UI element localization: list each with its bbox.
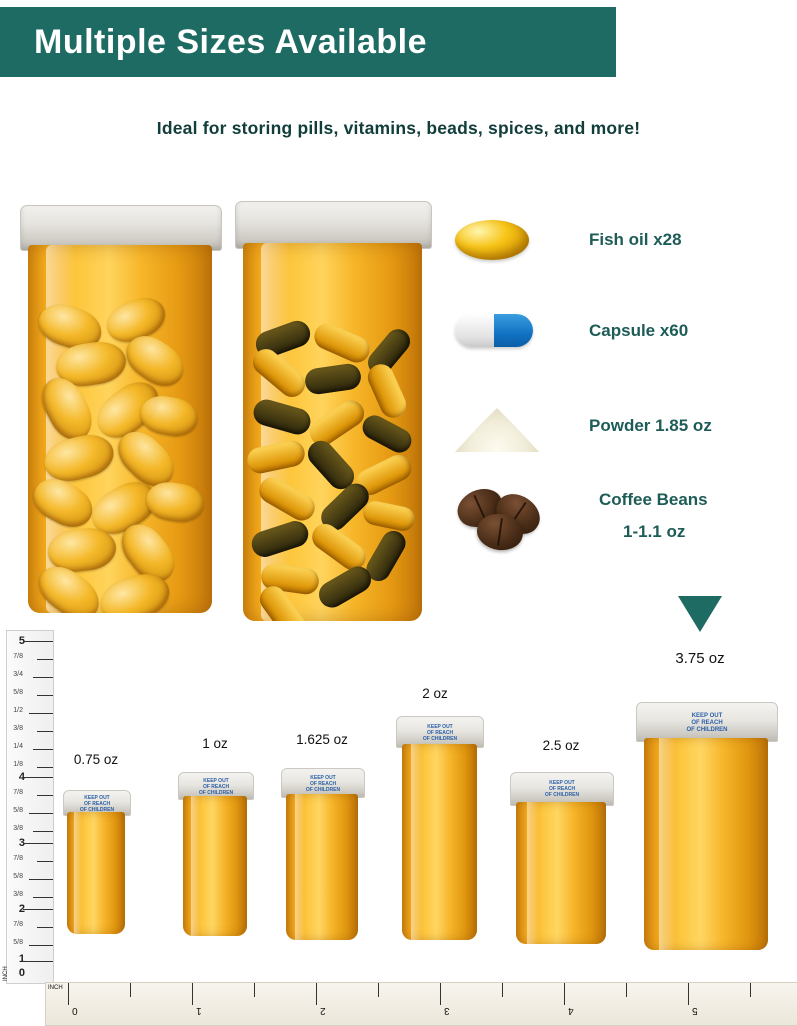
bottle-body: [243, 243, 422, 621]
vruler-frac: 5/8: [13, 807, 23, 814]
softgel-fill: [28, 290, 212, 613]
legend-label-secondary: 1-1.1 oz: [623, 522, 686, 541]
vruler-frac: 5/8: [13, 873, 23, 880]
hruler-tick-3: 3: [444, 1005, 450, 1016]
hruler-unit-label: INCH: [48, 985, 63, 991]
mixed-pill-fill: [243, 317, 422, 621]
vruler-frac: 5/8: [13, 939, 23, 946]
legend-row-coffee-beans: Coffee Beans 1-1.1 oz: [451, 482, 708, 554]
bottle-cap: KEEP OUT OF REACH OF CHILDREN: [636, 702, 778, 742]
callout-caption: 3.75 oz: [675, 650, 725, 667]
vruler-frac: 7/8: [13, 789, 23, 796]
bottle-cap: KEEP OUT OF REACH OF CHILDREN: [63, 790, 131, 816]
size-capacity-label: 2 oz: [422, 686, 448, 701]
capsule-half-blue: [494, 314, 533, 347]
vruler-frac: 5/8: [13, 689, 23, 696]
bottle-body: [644, 738, 768, 950]
vruler-frac: 7/8: [13, 653, 23, 660]
size-capacity-label: 1.625 oz: [296, 732, 348, 747]
vruler-tick-1b: 1: [18, 953, 25, 965]
hruler-tick-1: 1: [196, 1005, 202, 1016]
legend-label: Capsule x60: [589, 320, 689, 340]
bottle-body: [402, 744, 477, 940]
hero-bottle-mixed-pills: [235, 201, 432, 621]
hero-bottle-softgels: [20, 205, 222, 615]
size-capacity-label: 2.5 oz: [542, 738, 580, 753]
vruler-frac: 1/4: [13, 743, 23, 750]
hero-bottles-group: [0, 195, 460, 625]
legend-label: Coffee Beans: [599, 490, 708, 509]
fish-oil-softgel-icon: [455, 220, 529, 260]
bottle-warning-label: KEEP OUT OF REACH OF CHILDREN: [198, 778, 234, 796]
capsule-half-white: [455, 314, 494, 347]
bottle-body: [183, 796, 247, 936]
bottle-warning-label: KEEP OUT OF REACH OF CHILDREN: [422, 724, 458, 742]
bottle-body: [286, 794, 358, 940]
bottle-warning-label: KEEP OUT OF REACH OF CHILDREN: [544, 780, 580, 798]
bottle-cap: KEEP OUT OF REACH OF CHILDREN: [281, 768, 365, 798]
vruler-tick-0: 0: [18, 967, 25, 979]
powder-heap-icon: [455, 400, 539, 452]
legend-row-powder: Powder 1.85 oz: [455, 400, 712, 452]
size-capacity-label: 0.75 oz: [73, 752, 119, 767]
page-title: Multiple Sizes Available: [34, 22, 428, 61]
hruler-tick-2: 2: [320, 1005, 326, 1016]
vruler-tick-3: 3: [18, 837, 25, 849]
vruler-tick-2b: 2: [18, 903, 25, 915]
legend-label: Powder 1.85 oz: [589, 416, 712, 435]
vruler-frac: 1/2: [13, 707, 23, 714]
coffee-beans-icon: [451, 482, 559, 554]
legend-row-capsule: Capsule x60: [455, 314, 688, 347]
header-banner: Multiple Sizes Available: [0, 7, 616, 77]
vruler-frac: 3/4: [13, 671, 23, 678]
hruler-tick-4: 4: [568, 1005, 574, 1016]
bottle-warning-label: KEEP OUT OF REACH OF CHILDREN: [686, 713, 728, 733]
bottle-warning-label: KEEP OUT OF REACH OF CHILDREN: [305, 775, 341, 793]
vruler-frac: 7/8: [13, 855, 23, 862]
vruler-tick-4: 4: [18, 771, 25, 783]
down-triangle-icon: [678, 596, 722, 632]
bottle-cap: [20, 205, 222, 251]
size-lineup: KEEP OUT OF REACH OF CHILDREN 0.75 oz KEEP…: [0, 660, 797, 990]
hruler-tick-0: 0: [72, 1005, 78, 1016]
legend-label: Fish oil x28: [589, 230, 682, 249]
bottle-highlight: [260, 243, 290, 621]
bottle-cap: KEEP OUT OF REACH OF CHILDREN: [178, 772, 254, 800]
horizontal-ruler: INCH 0 1 2 3 4 5 6 7: [45, 982, 797, 1026]
vruler-frac: 3/8: [13, 891, 23, 898]
subtitle-text: Ideal for storing pills, vitamins, beads…: [156, 118, 641, 138]
size-capacity-label: 1 oz: [202, 736, 228, 751]
vertical-ruler: 5 7/8 3/4 5/8 1/2 3/8 1/4 1/8 4 7/8 5/8 …: [3, 630, 54, 984]
capsule-icon: [455, 314, 533, 347]
vruler-tick-5: 5: [18, 635, 25, 647]
bottle-warning-label: KEEP OUT OF REACH OF CHILDREN: [79, 795, 115, 813]
vruler-frac: 1/8: [13, 761, 23, 768]
bottle-cap: KEEP OUT OF REACH OF CHILDREN: [396, 716, 484, 748]
vruler-frac: 3/8: [13, 825, 23, 832]
bottle-cap: KEEP OUT OF REACH OF CHILDREN: [510, 772, 614, 806]
bottle-body: [28, 245, 212, 613]
bottle-cap: [235, 201, 432, 249]
vruler-frac: 3/8: [13, 725, 23, 732]
vruler-frac: 7/8: [13, 921, 23, 928]
bottle-body: [516, 802, 606, 944]
legend-row-fish-oil: Fish oil x28: [455, 220, 682, 260]
bottle-body: [67, 812, 125, 934]
hruler-tick-5: 5: [692, 1005, 698, 1016]
